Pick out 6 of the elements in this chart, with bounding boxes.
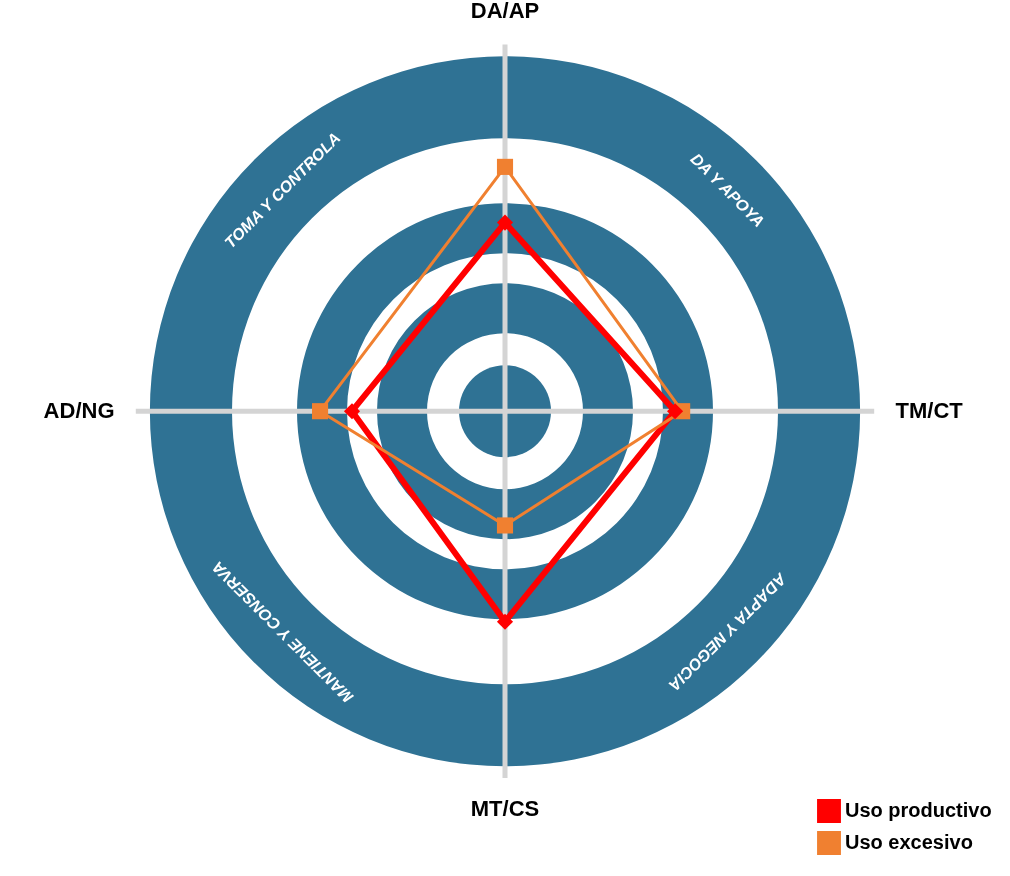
spoke-label: TM/CT [895,398,964,424]
spoke-label: MT/CS [470,796,540,822]
spoke-label: DA/AP [470,0,540,24]
spoke-label: AD/NG [43,398,115,424]
legend-label: Uso productivo [845,799,992,821]
legend-label: Uso excesivo [845,831,973,853]
